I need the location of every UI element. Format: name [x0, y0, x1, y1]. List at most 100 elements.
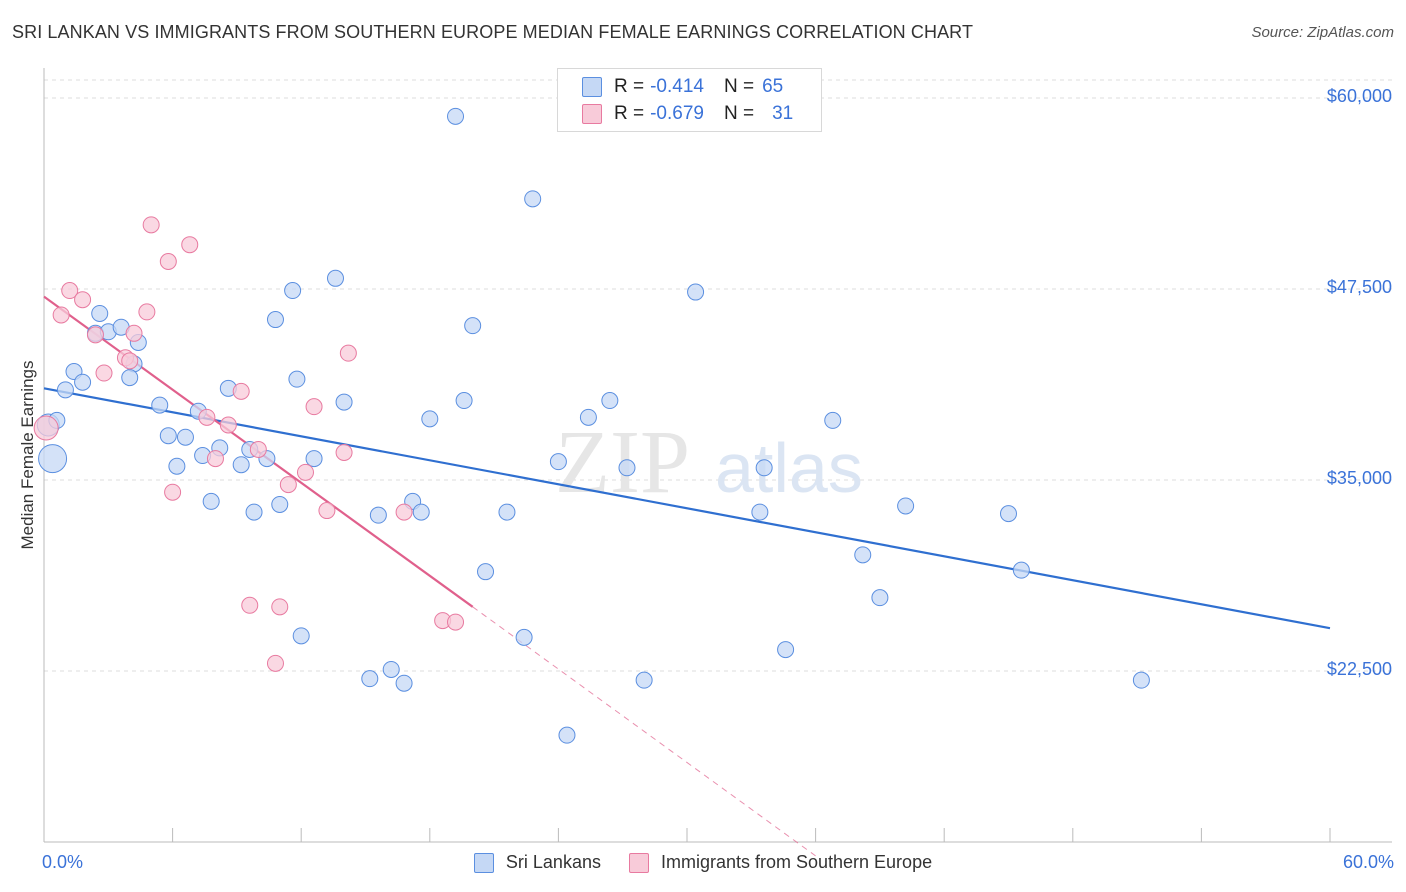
blue-swatch [582, 77, 602, 97]
point-southern-europe [198, 408, 216, 426]
point-sri-lankans [91, 304, 109, 322]
point-sri-lankans [292, 627, 310, 645]
y-tick-label: $60,000 [1326, 86, 1392, 106]
point-sri-lankans [284, 282, 302, 300]
point-sri-lankans [558, 726, 576, 744]
point-sri-lankans [266, 311, 284, 329]
point-southern-europe [271, 598, 289, 616]
point-sri-lankans [412, 503, 430, 521]
point-southern-europe [138, 303, 156, 321]
point-sri-lankans [447, 107, 465, 125]
grid-lines [44, 79, 1392, 672]
point-sri-lankans [777, 641, 795, 659]
point-sri-lankans [159, 427, 177, 445]
point-sri-lankans [635, 671, 653, 689]
point-southern-europe [241, 596, 259, 614]
point-sri-lankans [824, 411, 842, 429]
source-credit: Source: ZipAtlas.com [1251, 24, 1394, 41]
point-southern-europe [335, 443, 353, 461]
y-tick-label: $47,500 [1326, 277, 1392, 297]
point-sri-lankans [515, 628, 533, 646]
x-max-label: 60.0% [1342, 852, 1394, 872]
point-southern-europe [181, 236, 199, 254]
point-sri-lankans [1132, 671, 1150, 689]
n-label: N = [723, 76, 755, 97]
r-value: -0.414 [650, 76, 704, 97]
point-southern-europe [447, 613, 465, 631]
point-southern-europe [339, 344, 357, 362]
y-axis-label: Median Female Earnings [18, 360, 37, 550]
point-southern-europe [296, 463, 314, 481]
point-southern-europe [95, 364, 113, 382]
point-sri-lankans [326, 269, 344, 287]
point-southern-europe [52, 306, 70, 324]
r-label: R = [614, 76, 645, 97]
point-sri-lankans [755, 459, 773, 477]
point-southern-europe [395, 503, 413, 521]
trend-line [472, 606, 816, 857]
legend-item-southern-europe: Immigrants from Southern Europe [628, 852, 933, 873]
point-sri-lankans [382, 660, 400, 678]
r-label: R = [614, 103, 645, 124]
point-sri-lankans [464, 317, 482, 335]
point-southern-europe [74, 291, 92, 309]
point-sri-lankans [38, 444, 68, 474]
point-sri-lankans [232, 456, 250, 474]
n-label: N = [723, 103, 755, 124]
point-sri-lankans [751, 503, 769, 521]
point-southern-europe [33, 415, 59, 441]
point-sri-lankans [271, 495, 289, 513]
point-southern-europe [164, 483, 182, 501]
r-value: -0.679 [650, 103, 704, 124]
point-southern-europe [305, 398, 323, 416]
point-sri-lankans [151, 396, 169, 414]
point-southern-europe [232, 382, 250, 400]
point-southern-europe [61, 282, 79, 300]
point-southern-europe [159, 252, 177, 270]
correlation-legend: R = -0.414 N = 65 R = -0.679 N = 31 [557, 68, 822, 132]
point-sri-lankans [421, 410, 439, 428]
point-sri-lankans [335, 393, 353, 411]
point-sri-lankans [1000, 505, 1017, 523]
legend-row-sri-lankans: R = -0.414 N = 65 [582, 75, 783, 99]
legend-label: Sri Lankans [505, 852, 601, 872]
point-southern-europe [206, 450, 224, 468]
n-value: 31 [772, 103, 794, 124]
point-sri-lankans [361, 670, 379, 688]
point-sri-lankans [601, 392, 619, 410]
point-sri-lankans [56, 381, 74, 399]
point-sri-lankans [245, 503, 263, 521]
point-sri-lankans [369, 506, 387, 524]
point-sri-lankans [579, 408, 597, 426]
point-sri-lankans [176, 428, 194, 446]
point-southern-europe [219, 416, 237, 434]
point-sri-lankans [687, 283, 705, 301]
point-sri-lankans [74, 373, 92, 391]
point-sri-lankans [854, 546, 872, 564]
point-southern-europe [125, 324, 143, 342]
pink-swatch [628, 852, 649, 873]
blue-swatch [473, 852, 494, 873]
x-min-label: 0.0% [42, 852, 84, 872]
point-sri-lankans [1012, 561, 1030, 579]
point-southern-europe [318, 502, 336, 520]
point-southern-europe [121, 352, 139, 370]
zipatlas-watermark: ZIP atlas [555, 413, 863, 512]
legend-row-southern-europe: R = -0.679 N = 31 [582, 102, 793, 126]
point-sri-lankans [477, 563, 495, 581]
trend-lines [43, 295, 1331, 857]
point-sri-lankans [455, 392, 473, 410]
watermark-atlas: atlas [715, 429, 863, 507]
point-sri-lankans [168, 457, 186, 475]
legend-label: Immigrants from Southern Europe [660, 852, 933, 872]
point-southern-europe [142, 216, 160, 234]
point-sri-lankans [202, 492, 220, 510]
point-southern-europe [279, 476, 297, 494]
legend-item-sri-lankans: Sri Lankans [473, 852, 601, 873]
chart-title: SRI LANKAN VS IMMIGRANTS FROM SOUTHERN E… [12, 22, 974, 42]
pink-swatch [582, 104, 602, 124]
point-sri-lankans [549, 453, 567, 471]
y-tick-label: $35,000 [1326, 468, 1392, 488]
point-sri-lankans [618, 459, 636, 477]
